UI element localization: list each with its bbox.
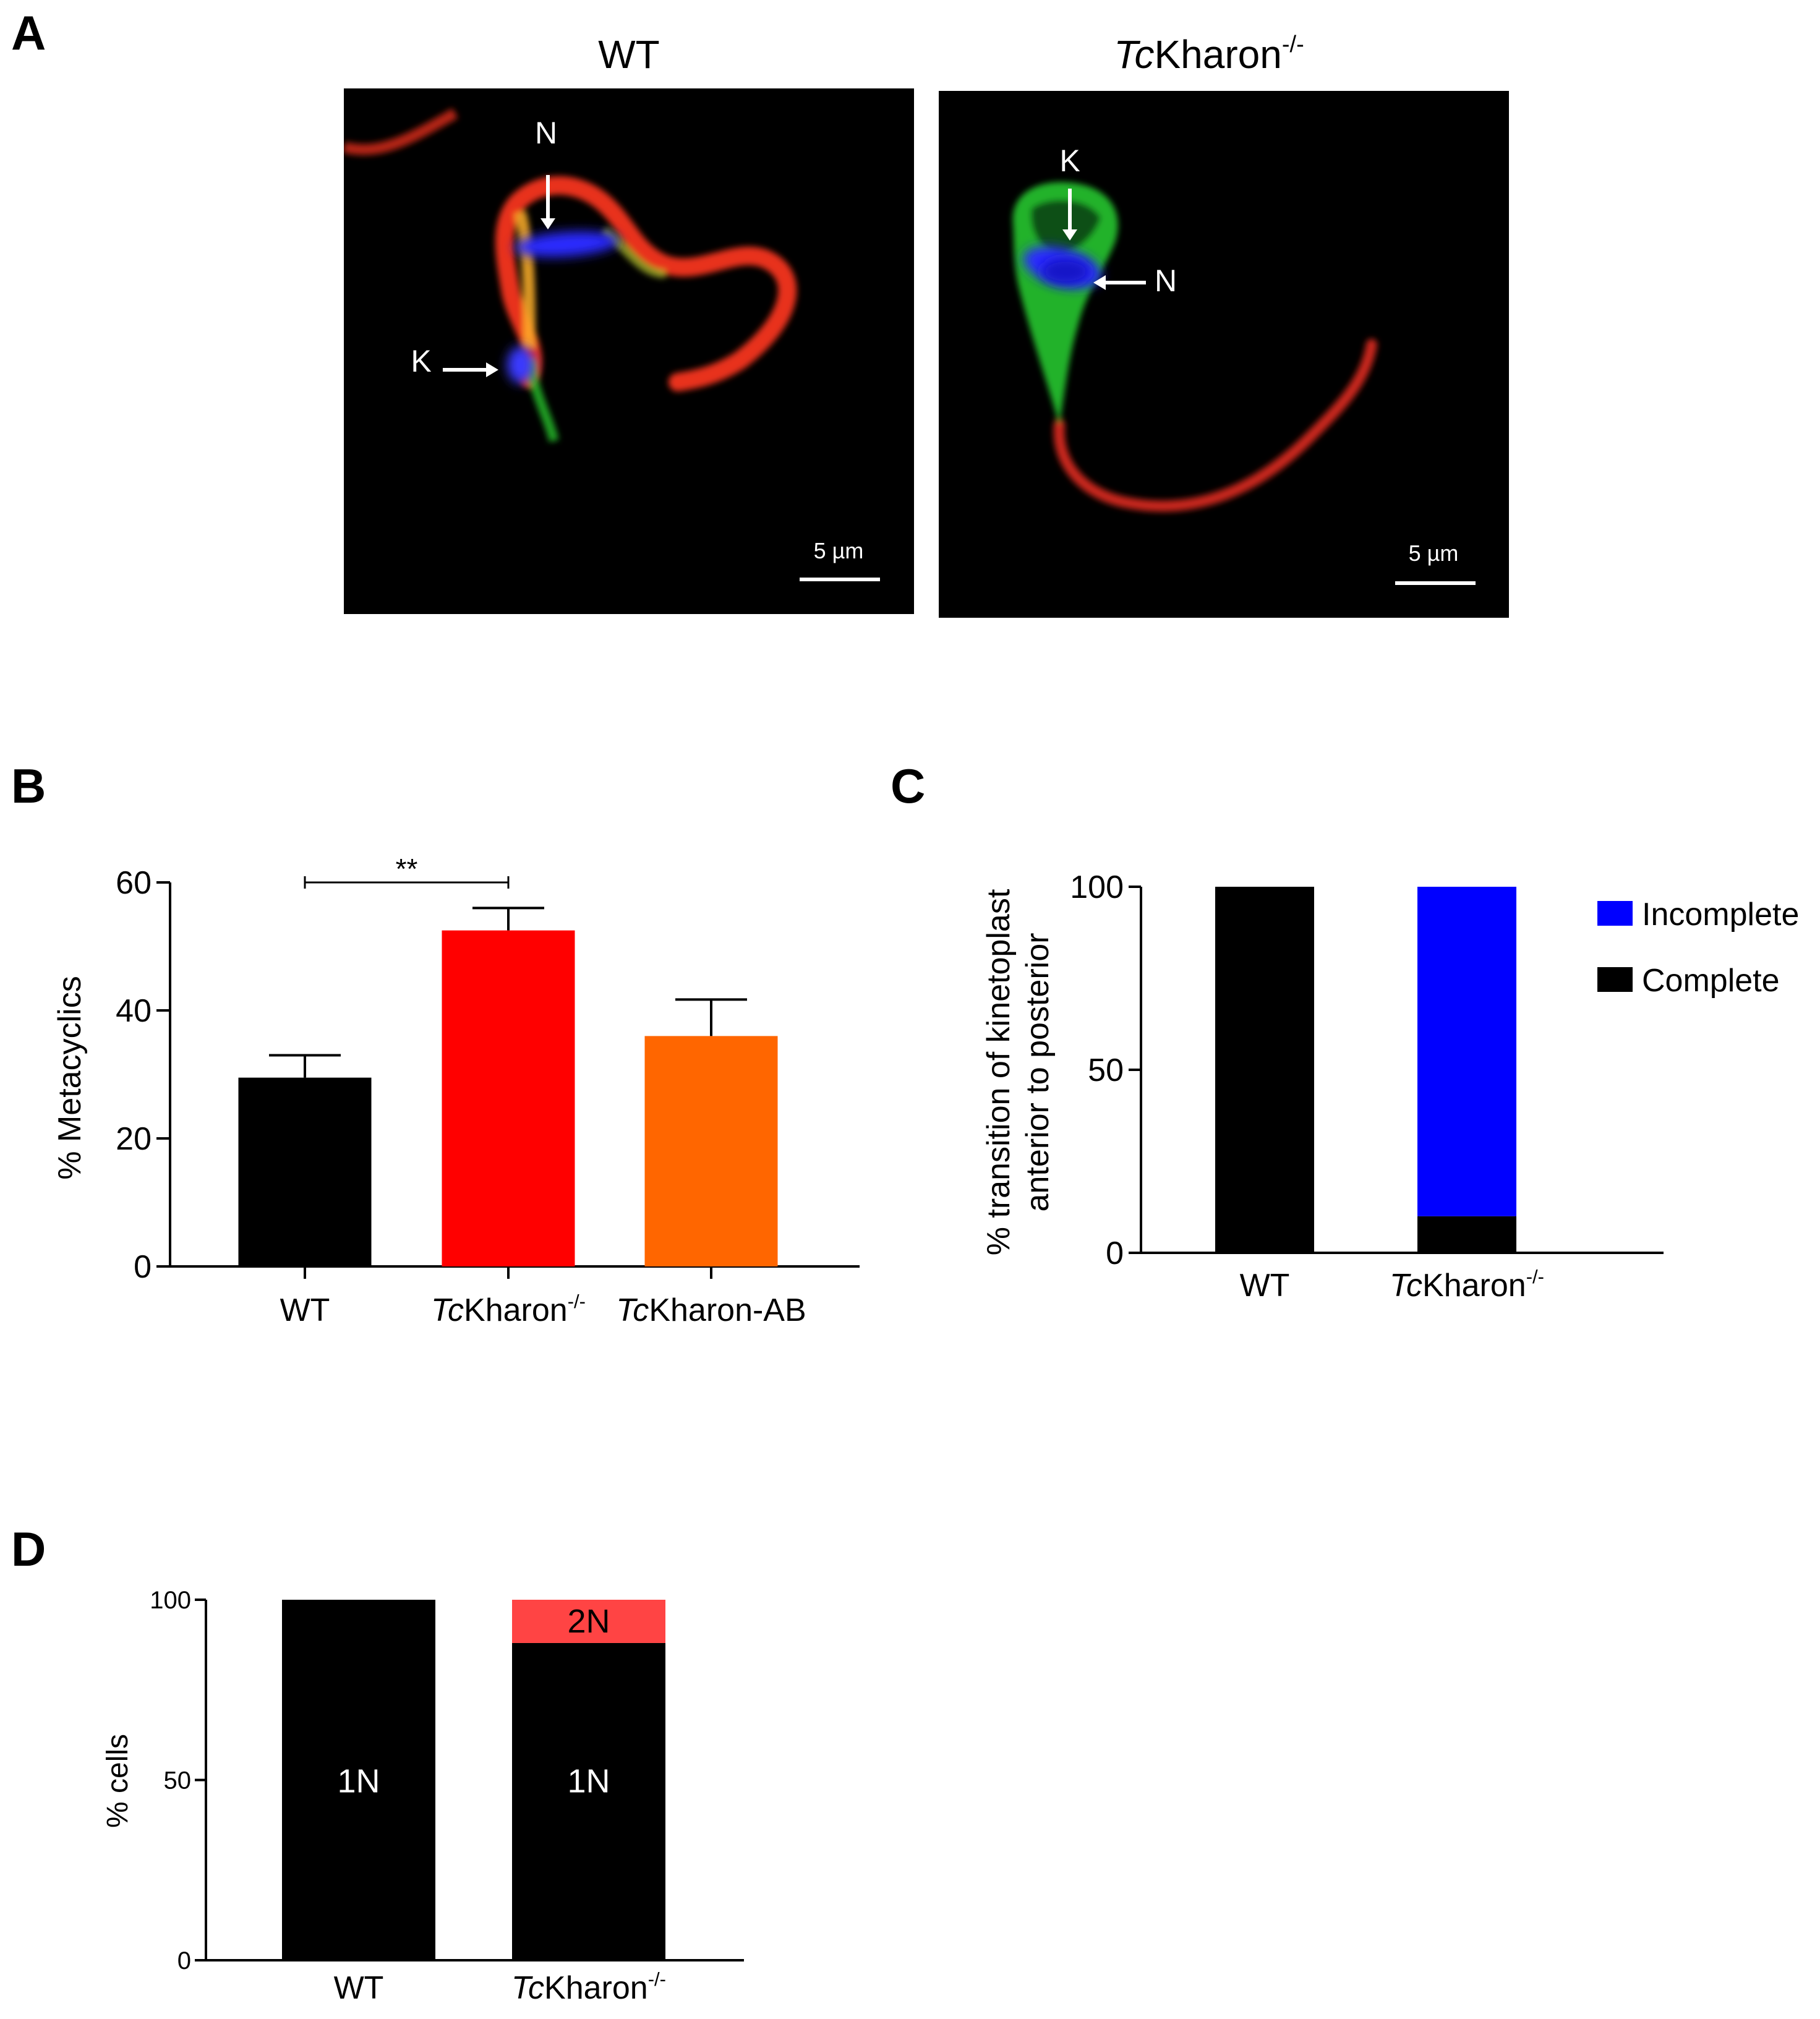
bar-segment-1n <box>282 1600 435 1960</box>
x-tick-label: WT <box>334 1970 384 2006</box>
arrow-k-head <box>486 362 498 377</box>
x-tick-label: TcKharon-AB <box>616 1292 806 1328</box>
label-n: N <box>535 116 557 150</box>
bar-segment-incomplete <box>1417 887 1516 1216</box>
micrograph-title-wt: WT <box>598 32 660 77</box>
label-text: Kharon <box>1422 1268 1526 1304</box>
micrograph-title-kharon: TcKharon-/- <box>1114 32 1304 77</box>
title-sup: -/- <box>1282 32 1304 58</box>
y-tick-label: 50 <box>1088 1052 1124 1088</box>
micrograph-kharon: K N 5 µm <box>939 91 1509 618</box>
x-tick-label: WT <box>1240 1268 1290 1304</box>
label-italic: Tc <box>1390 1268 1422 1304</box>
label-italic: Tc <box>511 1970 544 2006</box>
label-text: WT <box>280 1292 330 1328</box>
cell-body <box>1012 182 1118 425</box>
segment-label: 1N <box>567 1763 610 1800</box>
micrograph-wt: N K 5 µm <box>344 88 914 614</box>
y-tick-label: 0 <box>177 1947 191 1974</box>
arrow-n-head <box>1093 275 1106 290</box>
panel-letter-c: C <box>891 759 925 813</box>
y-tick-label: 40 <box>116 993 152 1029</box>
label-text: WT <box>334 1970 384 2006</box>
label-text: Kharon <box>464 1292 568 1328</box>
y-tick-label: 100 <box>1070 869 1124 905</box>
legend-swatch <box>1597 967 1633 992</box>
x-tick-label: WT <box>280 1292 330 1328</box>
y-tick-label: 0 <box>134 1249 152 1285</box>
label-k: K <box>1059 143 1080 178</box>
label-superscript: -/- <box>568 1291 586 1312</box>
label-italic: Tc <box>431 1292 464 1328</box>
significance-label: ** <box>396 853 418 885</box>
label-k: K <box>411 344 431 378</box>
arrow-k-head <box>1062 229 1077 241</box>
label-text: Kharon-AB <box>649 1292 806 1328</box>
arrow-n-head <box>540 218 555 229</box>
kinetoplast <box>507 346 534 383</box>
scale-bar-label: 5 µm <box>1409 540 1459 566</box>
y-axis-label: % Metacyclics <box>52 976 88 1179</box>
label-superscript: -/- <box>1526 1266 1544 1287</box>
legend-swatch <box>1597 901 1633 926</box>
scale-bar-label: 5 µm <box>814 538 864 563</box>
bar-segment-complete <box>1215 887 1314 1253</box>
panel-letter-d: D <box>11 1522 46 1576</box>
bar <box>644 1036 778 1266</box>
flagellum <box>495 176 797 391</box>
segment-label: 2N <box>567 1603 610 1640</box>
legend-label: Incomplete <box>1642 897 1799 933</box>
x-tick-label: TcKharon-/- <box>431 1291 586 1328</box>
y-tick-label: 50 <box>164 1767 192 1795</box>
legend-label: Complete <box>1642 963 1780 999</box>
bar-segment-1n <box>512 1642 665 1960</box>
yellow-overlap <box>514 210 536 349</box>
micrograph-background <box>344 88 914 614</box>
segment-label: 1N <box>337 1763 380 1800</box>
y-axis-label-line1: % transition of kinetoplast <box>981 889 1017 1255</box>
y-tick-label: 60 <box>116 865 152 901</box>
label-text: WT <box>1240 1268 1290 1304</box>
label-text: Kharon <box>544 1970 648 2006</box>
x-tick-label: TcKharon-/- <box>511 1968 666 2006</box>
flagellum <box>1053 339 1377 512</box>
panel-a: WT TcKharon-/- N K 5 µm <box>344 32 1509 618</box>
x-tick-label: TcKharon-/- <box>1390 1266 1544 1304</box>
micrograph-background <box>939 91 1509 618</box>
y-tick-label: 100 <box>150 1587 191 1614</box>
flagellum-fragment <box>344 108 458 155</box>
label-superscript: -/- <box>648 1968 666 1990</box>
chart-nuclei-count: % cells 0 50 100 1N WT 1N 2N TcKharon-/- <box>101 1587 744 2006</box>
label-n: N <box>1155 263 1177 298</box>
bar <box>238 1077 372 1266</box>
chart-kinetoplast-transition: % transition of kinetoplast anterior to … <box>981 869 1799 1304</box>
panel-letter-b: B <box>11 759 46 813</box>
title-rest: Kharon <box>1154 32 1281 77</box>
panel-letter-a: A <box>11 6 46 60</box>
title-italic: Tc <box>1114 32 1154 77</box>
kinetoplast <box>1041 258 1090 285</box>
y-axis-label: % cells <box>101 1734 134 1828</box>
bar-segment-complete <box>1417 1216 1516 1253</box>
y-tick-label: 20 <box>116 1121 152 1157</box>
cell-interior <box>1031 200 1101 255</box>
nucleus <box>514 231 619 257</box>
parasite-kharon <box>1012 182 1377 512</box>
bar-segment-2n <box>512 1600 665 1643</box>
y-tick-label: 0 <box>1106 1236 1124 1271</box>
label-italic: Tc <box>616 1292 649 1328</box>
y-axis-label-line2: anterior to posterior <box>1020 933 1056 1212</box>
bar <box>442 930 575 1266</box>
